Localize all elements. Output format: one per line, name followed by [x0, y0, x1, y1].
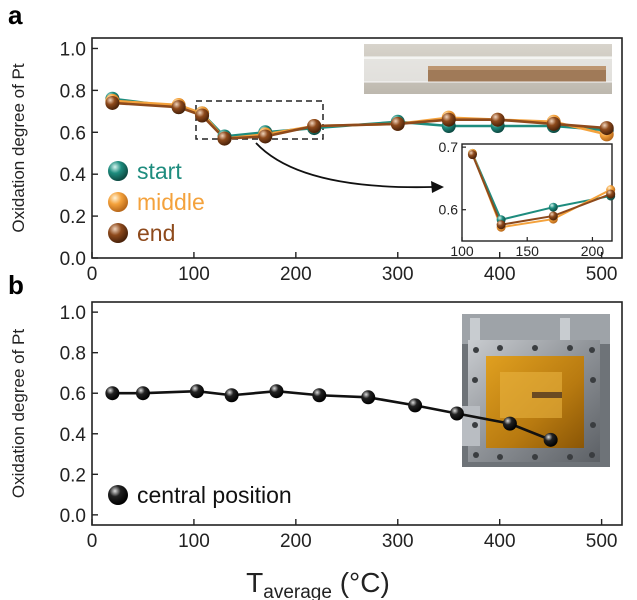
panel-a-y-tick-label: 0.8: [60, 81, 86, 102]
panel-a-point-end: [171, 100, 186, 115]
panel-a-point-end: [599, 121, 614, 136]
panel-b-x-tick-label: 300: [382, 531, 414, 552]
zoom-arrow: [255, 142, 433, 189]
inset-x-tick-label: 200: [581, 243, 605, 259]
legend-label-end: end: [137, 220, 175, 246]
panel-a-point-end: [217, 131, 232, 146]
legend-marker-middle: [108, 192, 128, 212]
panel-a-y-tick-label: 0.2: [60, 207, 86, 228]
x-axis-title: Taverage (°C): [246, 567, 390, 600]
panel-a-series-line-middle: [112, 99, 608, 140]
panel-b-x-tick-label: 500: [586, 531, 618, 552]
panel-a-y-axis-title: Oxidation degree of Pt: [9, 63, 28, 232]
inset-point-end: [467, 150, 477, 160]
legend-label-start: start: [137, 158, 182, 184]
panel-b-point-central-position: [269, 384, 284, 399]
inset-y-tick-label: 0.7: [439, 139, 459, 155]
panel-a-point-end: [546, 116, 561, 131]
zoom-region-box: [195, 100, 324, 140]
panel-b-point-central-position: [408, 398, 423, 413]
panel-b-point-central-position: [449, 406, 464, 421]
panel-b-x-tick-label: 400: [484, 531, 516, 552]
panel-a-y-tick-label: 1.0: [60, 39, 86, 60]
panel-a-point-end: [195, 108, 210, 123]
panel-b-point-central-position: [502, 416, 517, 431]
inset-x-tick-label: 100: [450, 243, 474, 259]
panel-b-y-tick-label: 0.4: [60, 425, 87, 446]
panel-b-plot-frame: [91, 301, 623, 526]
x-axis-title-unit: (°C): [332, 567, 390, 598]
panel-a-point-end: [307, 119, 322, 133]
legend-marker-end: [108, 223, 128, 243]
panel-a-point-end: [441, 112, 456, 127]
inset-point-start: [548, 202, 558, 212]
legend-marker-central-position: [108, 485, 128, 505]
inset-x-tick-label: 150: [516, 243, 540, 259]
panel-a-x-tick-label: 0: [87, 264, 98, 285]
panel-a-label: a: [8, 0, 23, 30]
panel-a-point-end: [490, 112, 505, 127]
panel-b-point-central-position: [543, 432, 558, 447]
panel-a-x-tick-label: 500: [586, 264, 618, 285]
inset-point-end: [606, 189, 616, 199]
panel-b-point-central-position: [361, 390, 376, 405]
inset-series-line-end: [471, 154, 612, 226]
panel-a-point-end: [390, 116, 405, 131]
panel-b-y-tick-label: 0.0: [60, 506, 86, 527]
sample-photo-a: [364, 44, 612, 94]
panel-b-label: b: [8, 270, 24, 300]
panel-a-point-end: [258, 129, 273, 144]
inset-point-end: [548, 211, 558, 221]
panel-b-point-central-position: [135, 386, 150, 401]
panel-a-y-tick-label: 0.0: [60, 249, 86, 270]
panel-b-y-tick-label: 0.8: [60, 344, 86, 365]
x-axis-title-sub: average: [263, 582, 332, 600]
legend-marker-start: [108, 161, 128, 181]
panel-b-x-tick-label: 100: [178, 531, 210, 552]
panel-b-point-central-position: [189, 384, 204, 399]
panel-a-x-tick-label: 400: [484, 264, 516, 285]
reactor-photo-b: [462, 314, 610, 467]
panel-a-x-tick-label: 300: [382, 264, 414, 285]
panel-a-plot-frame: [91, 37, 623, 259]
panel-a-y-tick-label: 0.4: [60, 165, 87, 186]
panel-b-x-tick-label: 0: [87, 531, 98, 552]
legend-label-central-position: central position: [137, 482, 292, 508]
panel-a-x-tick-label: 100: [178, 264, 210, 285]
panel-b-point-central-position: [105, 386, 120, 401]
inset-point-end: [496, 220, 506, 230]
panel-b-y-tick-label: 0.2: [60, 465, 86, 486]
panel-b-point-central-position: [312, 388, 327, 403]
panel-b-y-axis-title: Oxidation degree of Pt: [9, 329, 28, 498]
panel-a-y-tick-label: 0.6: [60, 123, 86, 144]
zoom-arrow-head: [431, 181, 444, 193]
panel-b-y-tick-label: 0.6: [60, 384, 86, 405]
legend-label-middle: middle: [137, 189, 205, 215]
panel-a-point-end: [105, 95, 120, 110]
panel-a: 0 100 200 300 400 500 0.0 0.2 0.4 0.6 0.8 1.0 Oxidat…: [9, 37, 623, 285]
panel-a-x-tick-label: 200: [280, 264, 312, 285]
panel-b-y-tick-label: 1.0: [60, 303, 86, 324]
panel-b: 0 100 200 300 400 500 0.0 0.2 0.4 0.6 0.8 1.0 Oxidat…: [9, 301, 623, 552]
panel-b-point-central-position: [224, 388, 239, 403]
panel-b-x-tick-label: 200: [280, 531, 312, 552]
inset-series-line-start: [471, 152, 611, 221]
x-axis-title-main: T: [246, 567, 263, 598]
inset-y-tick-label: 0.6: [439, 202, 459, 218]
inset-frame: [461, 143, 613, 242]
panel-a-series-line-start: [112, 97, 607, 138]
